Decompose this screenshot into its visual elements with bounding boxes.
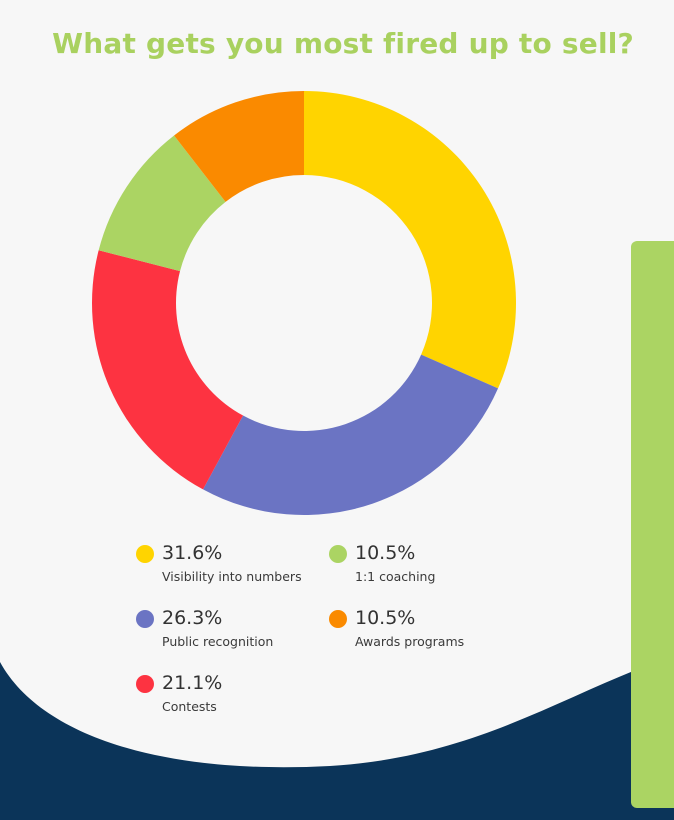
legend-label: Awards programs [355,634,465,649]
legend-dot-icon [329,610,347,628]
legend-label: 1:1 coaching [355,569,436,584]
legend-label: Public recognition [162,634,274,649]
side-panel [631,241,674,808]
legend-value: 31.6% [162,542,223,564]
donut-slice-visibility-into-numbers [304,91,516,389]
navy-wave-shape [0,656,674,820]
page-title: What gets you most fired up to sell? [52,26,634,60]
donut-slice-1-1-coaching [98,135,226,272]
legend-label: Contests [162,699,217,714]
donut-slice-awards-programs [174,91,304,202]
legend-dot-icon [136,675,154,693]
legend-value: 26.3% [162,607,223,629]
legend-value: 10.5% [355,542,416,564]
legend-label: Visibility into numbers [162,569,302,584]
legend-value: 10.5% [355,607,416,629]
legend-dot-icon [136,545,154,563]
legend-value: 21.1% [162,672,223,694]
donut-slice-public-recognition [203,354,499,515]
legend-dot-icon [136,610,154,628]
donut-slice-contests [91,250,244,490]
legend-dot-icon [329,545,347,563]
